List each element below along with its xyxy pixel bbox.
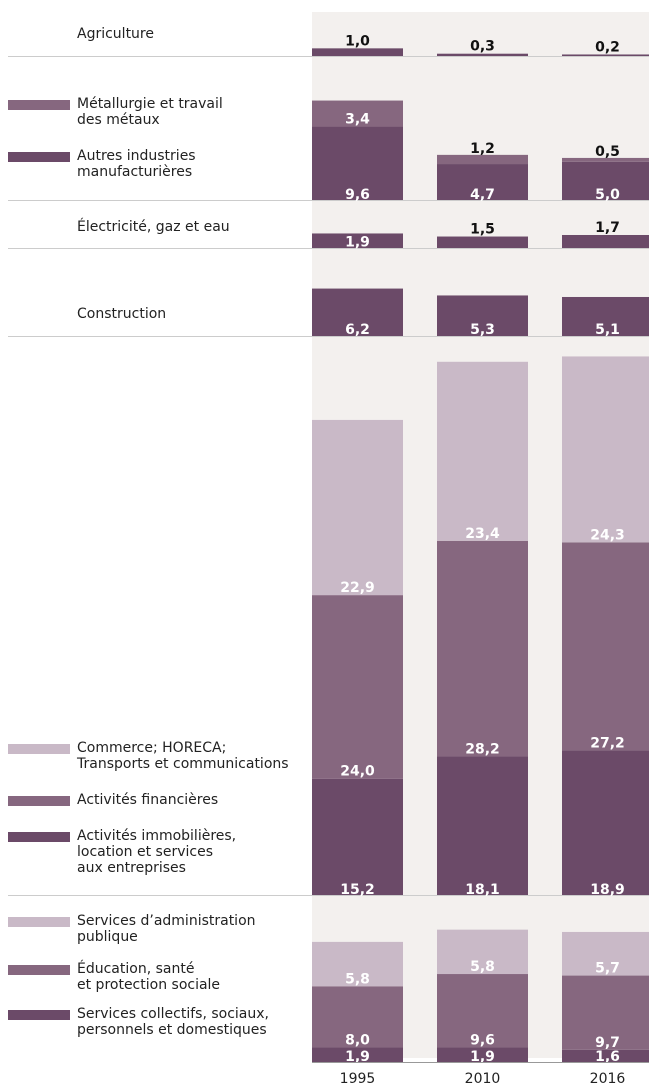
value-label-market-services-s2-2010: 23,4 [465, 526, 500, 542]
bar-market-services-s2-2010 [437, 361, 528, 541]
bars-layer: 1,0 0,3 0,2 9,6 3,4 4,7 1,2 5,0 0,5 1,9 1,5 1,7 6,2 5… [312, 33, 649, 1065]
legend-label-non-market-services-0: Services d’administration publique [77, 913, 256, 945]
value-label-market-services-s1-2010: 28,2 [465, 742, 500, 758]
value-label-market-services-s1-2016: 27,2 [590, 735, 625, 751]
bar-utilities-s0-1995 [312, 233, 403, 248]
value-label-agriculture-s0-1995: 1,0 [345, 33, 370, 49]
legend-swatch-market-services-1 [8, 796, 70, 806]
legend-label-industry-1: Autres industries manufacturières [77, 148, 196, 180]
bar-industry-s1-2016 [562, 157, 649, 162]
value-label-industry-s1-2016: 0,5 [595, 144, 620, 160]
legend-label-non-market-services-2: Services collectifs, sociaux, personnels … [77, 1006, 269, 1038]
value-label-utilities-s0-2010: 1,5 [470, 222, 495, 238]
value-label-market-services-s0-2010: 18,1 [465, 882, 500, 898]
bar-industry-s1-1995 [312, 100, 403, 127]
value-label-non-market-services-s1-1995: 8,0 [345, 1032, 370, 1048]
bar-non-market-services-s0-2010 [437, 1047, 528, 1062]
legend-swatch-non-market-services-0 [8, 917, 70, 927]
legend-label-utilities-0: Électricité, gaz et eau [77, 218, 230, 235]
legend-swatch-industry-0 [8, 100, 70, 110]
bar-non-market-services-s2-2010 [437, 929, 528, 975]
bar-market-services-s0-2010 [437, 756, 528, 895]
legend-swatch-market-services-2 [8, 832, 70, 842]
value-label-industry-s0-2010: 4,7 [470, 187, 495, 203]
value-label-non-market-services-s0-1995: 1,9 [345, 1049, 370, 1065]
x-axis: 1995 2010 2016 [312, 1062, 649, 1087]
bar-non-market-services-s1-2010 [437, 974, 528, 1048]
legend-swatch-industry-1 [8, 152, 70, 162]
legend-label-agriculture-0: Agriculture [77, 26, 154, 42]
bar-market-services-s1-2016 [562, 542, 649, 751]
value-label-market-services-s2-2016: 24,3 [590, 527, 625, 543]
value-label-non-market-services-s2-2010: 5,8 [470, 959, 495, 975]
bar-market-services-s2-1995 [312, 419, 403, 596]
bar-industry-s0-1995 [312, 126, 403, 200]
value-label-industry-s0-1995: 9,6 [345, 187, 370, 203]
value-label-utilities-s0-1995: 1,9 [345, 234, 370, 250]
x-tick-label-2016: 2016 [590, 1071, 626, 1087]
bar-industry-s0-2016 [562, 161, 649, 200]
x-tick-label-1995: 1995 [340, 1071, 376, 1087]
bar-utilities-s0-2010 [437, 236, 528, 248]
legend-label-market-services-2: Activités immobilières, location et servi… [77, 828, 236, 876]
bar-construction-s0-2016 [562, 296, 649, 336]
legend-label-non-market-services-1: Éducation, santé et protection sociale [77, 960, 220, 993]
bar-market-services-s0-1995 [312, 778, 403, 895]
value-label-agriculture-s0-2010: 0,3 [470, 39, 495, 55]
bar-construction-s0-2010 [437, 295, 528, 336]
value-label-non-market-services-s1-2010: 9,6 [470, 1032, 495, 1048]
bar-non-market-services-s1-2016 [562, 975, 649, 1050]
bar-utilities-s0-2016 [562, 234, 649, 248]
bar-agriculture-s0-1995 [312, 48, 403, 56]
x-tick-label-2010: 2010 [465, 1071, 501, 1087]
legend-layer: Agriculture Métallurgie et travail des mét… [8, 26, 289, 1038]
value-label-construction-s0-2016: 5,1 [595, 322, 620, 338]
bar-agriculture-s0-2010 [437, 53, 528, 56]
legend-label-construction-0: Construction [77, 306, 166, 322]
legend-swatch-non-market-services-1 [8, 965, 70, 975]
panel-separators [8, 56, 649, 896]
value-label-non-market-services-s0-2016: 1,6 [595, 1049, 620, 1065]
bar-industry-s1-2010 [437, 154, 528, 165]
value-label-construction-s0-2010: 5,3 [470, 322, 495, 338]
value-label-non-market-services-s2-2016: 5,7 [595, 961, 620, 977]
value-label-utilities-s0-2016: 1,7 [595, 220, 620, 236]
value-label-market-services-s2-1995: 22,9 [340, 580, 375, 596]
legend-label-industry-0: Métallurgie et travail des métaux [77, 96, 223, 128]
bar-non-market-services-s2-2016 [562, 931, 649, 976]
bar-industry-s0-2010 [437, 164, 528, 200]
bar-non-market-services-s0-1995 [312, 1047, 403, 1062]
bar-market-services-s2-2016 [562, 356, 649, 543]
value-label-market-services-s0-1995: 15,2 [340, 882, 375, 898]
bar-non-market-services-s1-1995 [312, 986, 403, 1048]
bar-market-services-s1-2010 [437, 540, 528, 757]
value-label-industry-s1-2010: 1,2 [470, 141, 495, 157]
legend-swatch-market-services-0 [8, 744, 70, 754]
bar-market-services-s0-2016 [562, 750, 649, 895]
value-label-industry-s0-2016: 5,0 [595, 187, 620, 203]
value-label-industry-s1-1995: 3,4 [345, 112, 370, 128]
bar-agriculture-s0-2016 [562, 54, 649, 56]
value-label-non-market-services-s2-1995: 5,8 [345, 971, 370, 987]
value-label-agriculture-s0-2016: 0,2 [595, 39, 620, 55]
value-label-non-market-services-s0-2010: 1,9 [470, 1049, 495, 1065]
bar-market-services-s1-1995 [312, 595, 403, 779]
legend-swatch-non-market-services-2 [8, 1010, 70, 1020]
bar-non-market-services-s2-1995 [312, 941, 403, 987]
value-label-non-market-services-s1-2016: 9,7 [595, 1035, 620, 1051]
bar-non-market-services-s0-2016 [562, 1049, 649, 1062]
legend-label-market-services-0: Commerce; HORECA; Transports et communica… [76, 740, 289, 772]
value-label-market-services-s1-1995: 24,0 [340, 764, 375, 780]
value-label-construction-s0-1995: 6,2 [345, 322, 370, 338]
bar-construction-s0-1995 [312, 288, 403, 336]
value-label-market-services-s0-2016: 18,9 [590, 882, 625, 898]
legend-label-market-services-1: Activités financières [77, 792, 218, 808]
